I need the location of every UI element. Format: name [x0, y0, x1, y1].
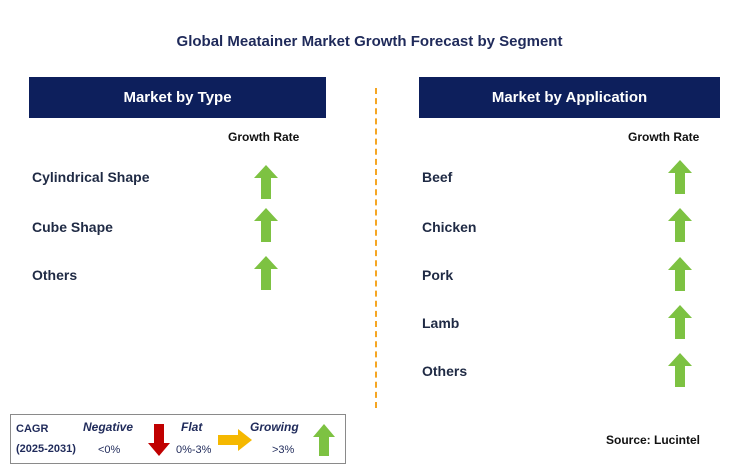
- segment-header-application: Market by Application: [419, 77, 720, 118]
- arrow-down-icon: [148, 424, 170, 456]
- arrow-up-icon: [254, 256, 278, 290]
- arrow-up-icon: [668, 353, 692, 387]
- arrow-up-icon: [668, 305, 692, 339]
- arrow-up-icon: [254, 165, 278, 199]
- page-title: Global Meatainer Market Growth Forecast …: [176, 33, 563, 50]
- arrow-up-icon: [668, 257, 692, 291]
- legend-growing-label: Growing: [250, 420, 299, 434]
- type-item-label: Others: [32, 267, 78, 283]
- arrow-right-icon: [218, 429, 252, 451]
- legend-period-label: (2025-2031): [16, 443, 76, 455]
- arrow-up-icon: [668, 208, 692, 242]
- legend-growing-range: >3%: [272, 444, 295, 456]
- type-item-label: Cube Shape: [32, 219, 113, 235]
- application-item-label: Pork: [422, 267, 454, 283]
- legend-flat-range: 0%-3%: [176, 444, 212, 456]
- type-item-label: Cylindrical Shape: [32, 169, 150, 185]
- source-label: Source: Lucintel: [606, 433, 701, 447]
- segment-divider: [375, 88, 377, 408]
- application-item-label: Others: [422, 363, 468, 379]
- legend-negative-range: <0%: [98, 444, 121, 456]
- legend-negative-label: Negative: [83, 420, 134, 434]
- legend-cagr-label: CAGR: [16, 423, 49, 435]
- growth-rate-header-application: Growth Rate: [628, 130, 700, 144]
- application-item-label: Chicken: [422, 219, 477, 235]
- segment-header-type: Market by Type: [29, 77, 326, 118]
- arrow-up-icon: [313, 424, 335, 456]
- arrow-up-icon: [254, 208, 278, 242]
- legend-flat-label: Flat: [181, 420, 203, 434]
- application-item-label: Beef: [422, 169, 453, 185]
- application-item-label: Lamb: [422, 315, 460, 331]
- arrow-up-icon: [668, 160, 692, 194]
- legend-box: [10, 414, 346, 464]
- growth-rate-header-type: Growth Rate: [228, 130, 300, 144]
